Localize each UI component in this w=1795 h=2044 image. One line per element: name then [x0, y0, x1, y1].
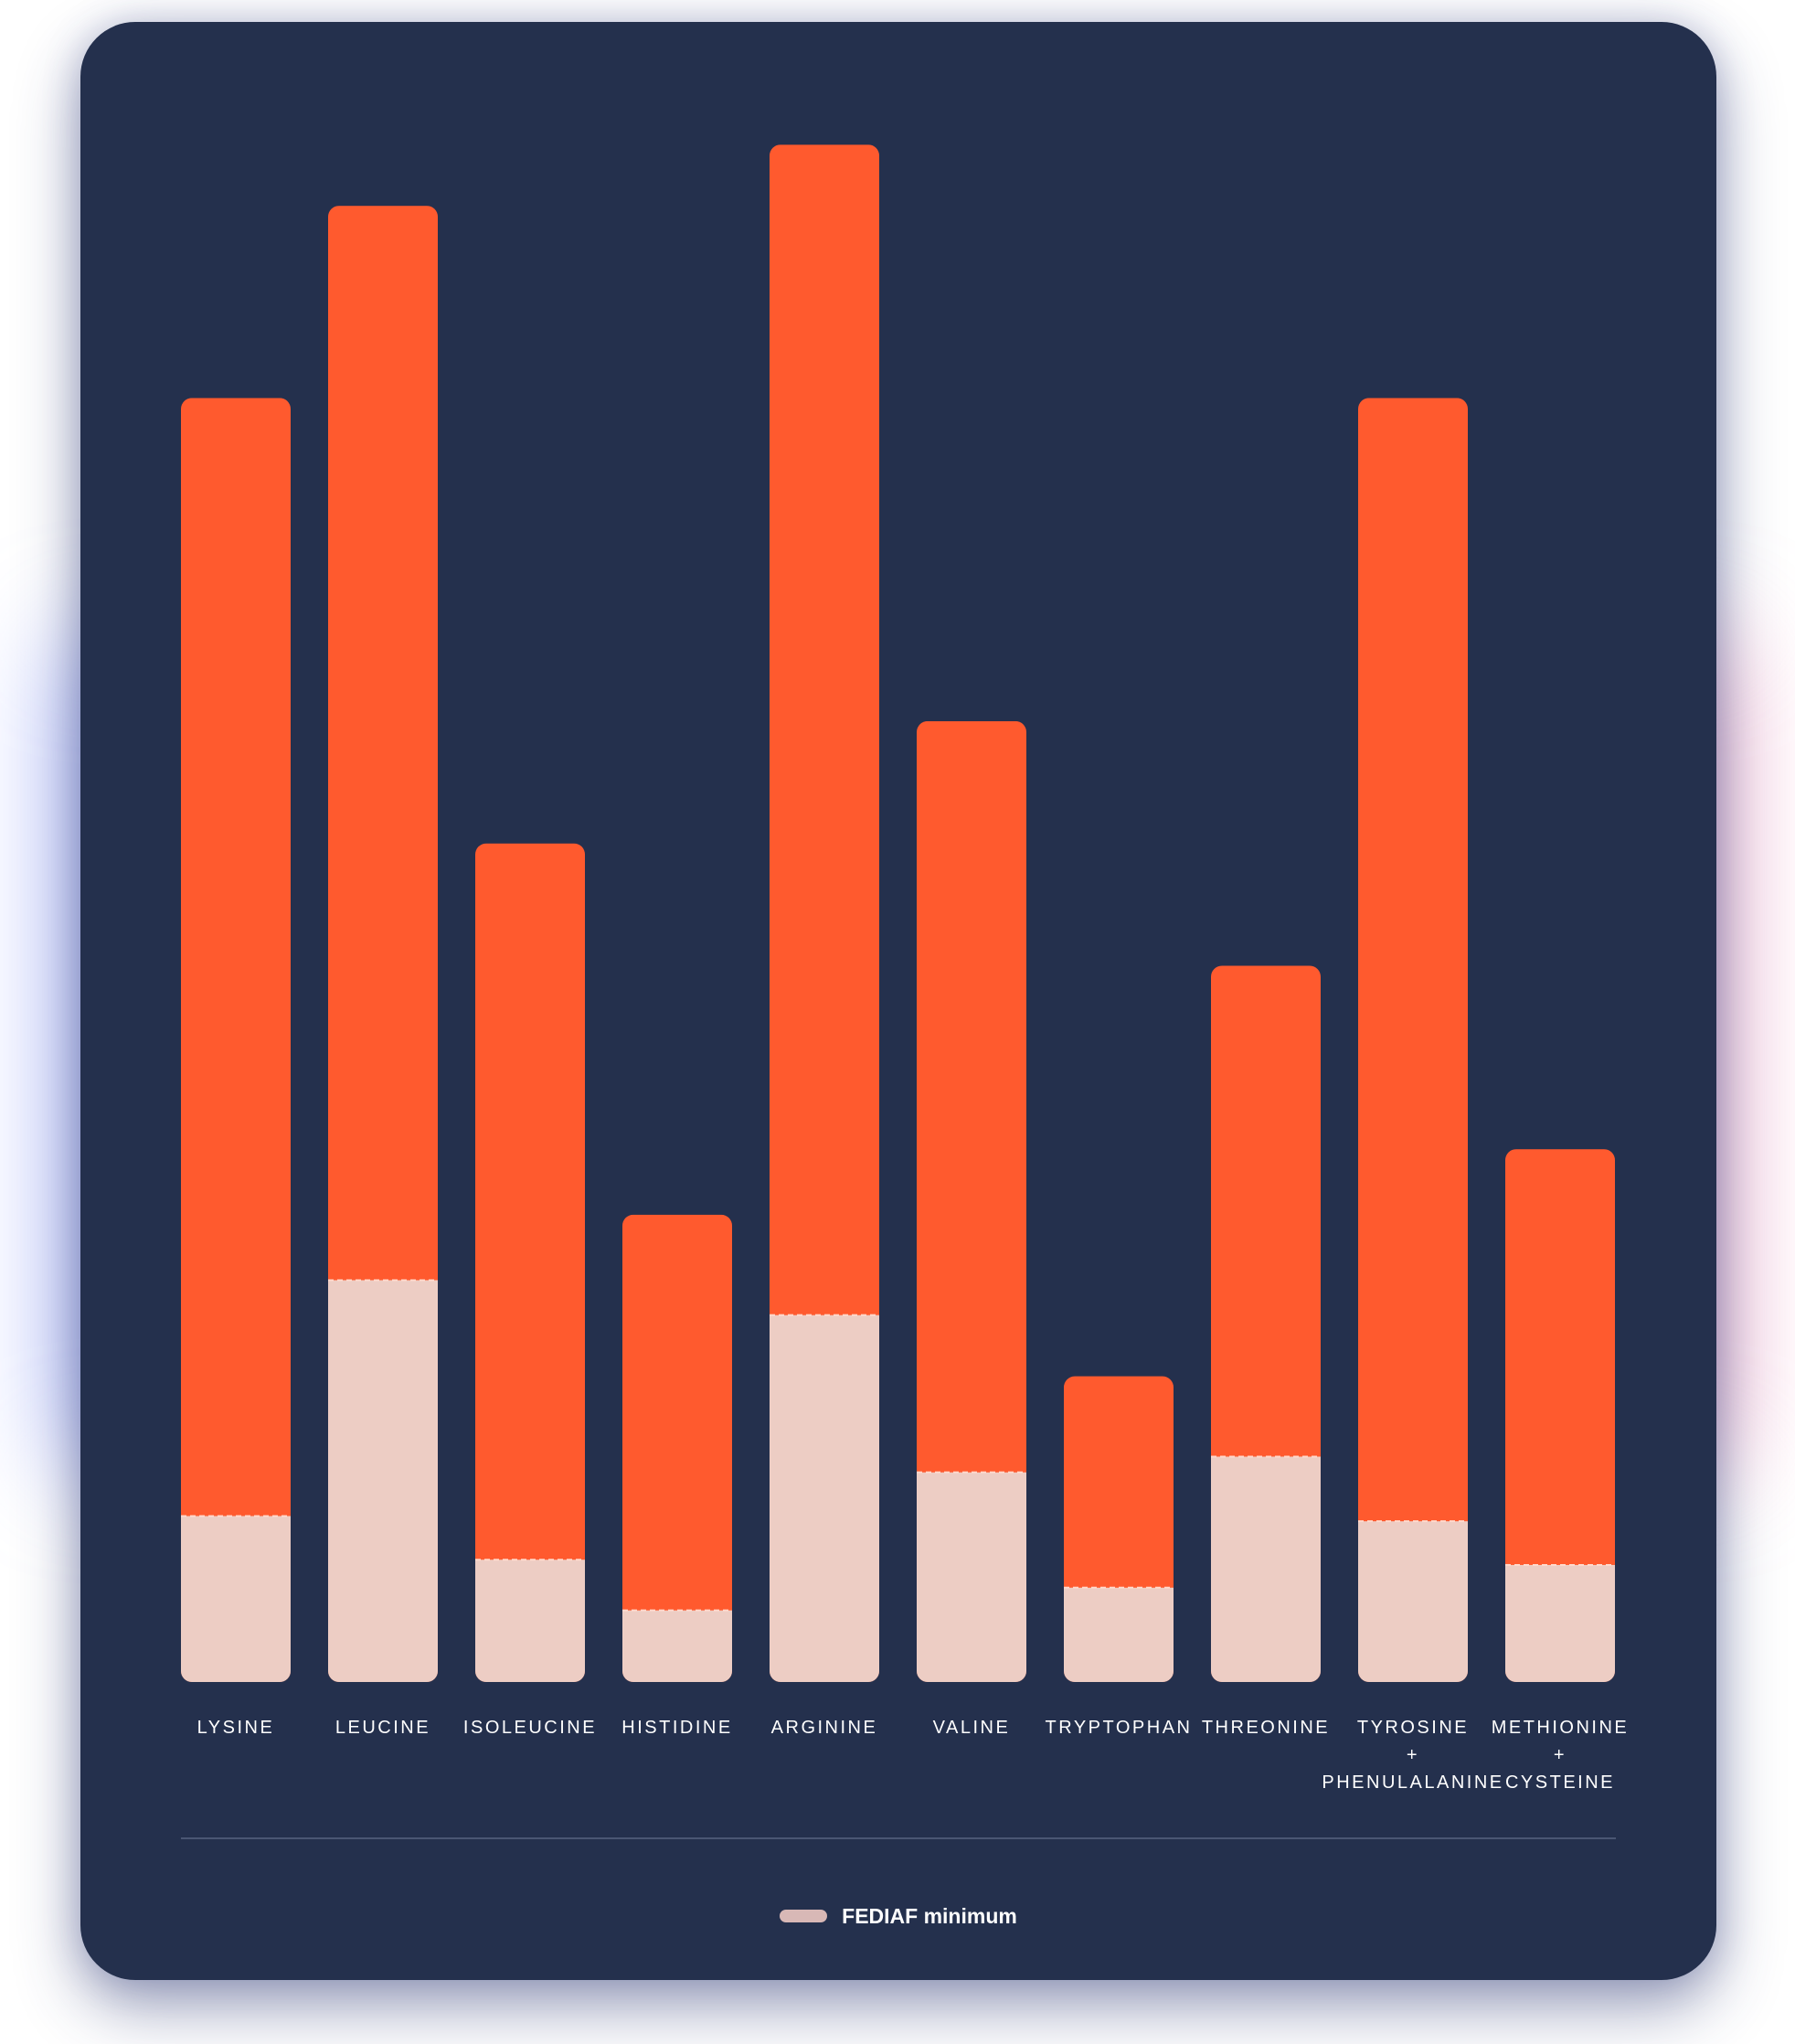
x-tick-label: CYSTEINE [1505, 1773, 1615, 1793]
x-tick-label: TYROSINE [1357, 1718, 1469, 1738]
bar-chart: LYSINE LEUCINE ISOLEUCINE HISTIDINE ARGININE… [181, 144, 1630, 1793]
bar-minimum [181, 1516, 291, 1682]
legend: FEDIAF minimum [80, 1898, 1716, 1934]
x-tick-label: LEUCINE [335, 1718, 430, 1738]
bar-group [1211, 965, 1321, 1682]
x-tick-label: PHENULALANINE [1322, 1773, 1503, 1793]
bar-total [622, 1214, 732, 1682]
bar-total [181, 398, 291, 1682]
legend-label: FEDIAF minimum [842, 1903, 1017, 1928]
x-tick-label: METHIONINE [1492, 1718, 1630, 1738]
bar-minimum [770, 1315, 879, 1682]
bar-group [622, 1214, 732, 1682]
x-tick-label: ARGININE [771, 1718, 878, 1738]
bar-total [475, 843, 585, 1682]
bar-group [475, 843, 585, 1682]
bar-minimum [328, 1280, 438, 1682]
bar-minimum [1358, 1521, 1468, 1682]
bar-group [1358, 398, 1468, 1682]
bar-total [1358, 398, 1468, 1682]
bar-minimum [1064, 1587, 1174, 1682]
x-tick-label: ISOLEUCINE [463, 1718, 597, 1738]
x-tick-label: HISTIDINE [621, 1718, 732, 1738]
x-tick-label: THREONINE [1202, 1718, 1330, 1738]
x-tick-label: VALINE [933, 1718, 1011, 1738]
legend-swatch [780, 1910, 828, 1922]
x-tick-label: TRYPTOPHAN [1046, 1718, 1193, 1738]
bar-group [328, 206, 438, 1683]
x-tick-label: LYSINE [197, 1718, 275, 1738]
bar-group [1505, 1149, 1615, 1682]
legend-divider [181, 1837, 1616, 1839]
bar-minimum [475, 1560, 585, 1682]
chart-card: LYSINE LEUCINE ISOLEUCINE HISTIDINE ARGININE… [80, 22, 1716, 1980]
bar-group [181, 398, 291, 1682]
bar-minimum [917, 1472, 1026, 1682]
x-tick-label: + [1554, 1745, 1567, 1765]
bar-minimum [1211, 1456, 1321, 1682]
x-tick-label: + [1407, 1745, 1419, 1765]
bar-minimum [622, 1610, 732, 1682]
bar-group [770, 144, 879, 1683]
bar-group [917, 720, 1026, 1682]
bar-group [1064, 1376, 1174, 1682]
bar-minimum [1505, 1564, 1615, 1682]
